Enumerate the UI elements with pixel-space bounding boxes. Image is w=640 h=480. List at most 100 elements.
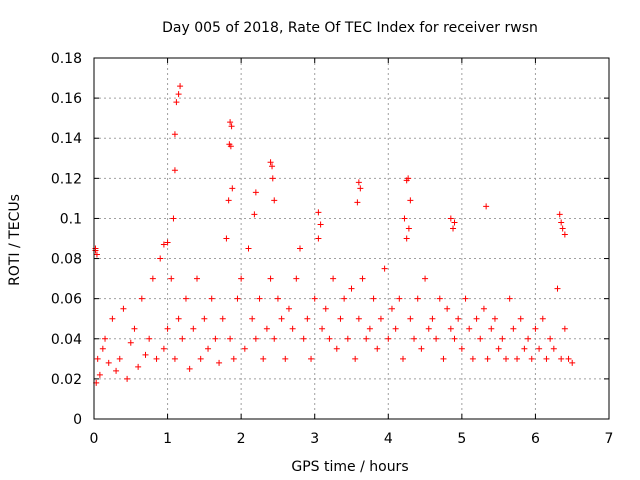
axis-ticks: 0 1 2 3 4 5 6 7 0 0.02 0.04 0.06 0.08 0.1 0.12 0.14 0.16… [51, 51, 614, 447]
data-point [344, 335, 351, 342]
data-point [315, 209, 322, 216]
data-point [234, 295, 241, 302]
y-tick-label: 0.12 [51, 171, 82, 187]
data-point [171, 355, 178, 362]
plot-frame [93, 57, 610, 420]
data-point [142, 351, 149, 358]
data-point [407, 315, 414, 322]
data-point [388, 305, 395, 312]
data-point [94, 355, 101, 362]
data-point [269, 175, 276, 182]
data-point [124, 375, 131, 382]
data-point [315, 235, 322, 242]
data-point [223, 235, 230, 242]
data-point [458, 345, 465, 352]
data-point [311, 295, 318, 302]
data-point [271, 335, 278, 342]
data-point [377, 315, 384, 322]
data-point [201, 315, 208, 322]
data-point [274, 295, 281, 302]
data-point [177, 83, 184, 90]
data-point [138, 295, 145, 302]
data-point [525, 335, 532, 342]
data-point [289, 325, 296, 332]
data-point [400, 355, 406, 362]
data-point [532, 325, 539, 332]
data-point [366, 325, 373, 332]
data-point [447, 325, 454, 332]
data-point [381, 265, 388, 272]
y-tick-label: 0.06 [51, 292, 82, 308]
data-point [260, 355, 267, 362]
x-tick-label: 0 [90, 431, 99, 447]
data-point [92, 247, 99, 254]
data-point [131, 325, 138, 332]
data-point [168, 275, 175, 282]
data-point [550, 345, 557, 352]
data-point [447, 215, 454, 222]
y-tick-label: 0.1 [60, 211, 82, 227]
data-point [317, 221, 324, 228]
data-point [354, 199, 361, 206]
data-point [251, 211, 258, 218]
data-point [558, 219, 565, 226]
data-point [93, 251, 100, 258]
data-point [173, 99, 180, 106]
data-point [208, 295, 215, 302]
data-point [322, 305, 329, 312]
data-point [429, 315, 436, 322]
x-tick-label: 2 [237, 431, 246, 447]
data-point [561, 325, 568, 332]
data-point [499, 335, 506, 342]
data-point [263, 325, 270, 332]
data-point [113, 367, 120, 374]
data-point [319, 325, 326, 332]
data-point [473, 315, 480, 322]
data-point [225, 197, 232, 204]
data-point [146, 335, 153, 342]
y-tick-label: 0.02 [51, 372, 82, 388]
data-point [179, 335, 186, 342]
data-point [425, 325, 432, 332]
data-point [556, 211, 563, 218]
x-axis-label: GPS time / hours [291, 459, 408, 475]
data-point [293, 275, 300, 282]
x-tick-label: 6 [531, 431, 540, 447]
data-point [357, 185, 364, 192]
data-point [355, 315, 362, 322]
data-point [282, 355, 289, 362]
x-tick-label: 3 [310, 431, 319, 447]
data-point [229, 185, 236, 192]
data-point [363, 335, 370, 342]
y-tick-label: 0.18 [51, 51, 82, 67]
data-point [483, 203, 490, 210]
data-point [109, 315, 116, 322]
data-point [359, 275, 366, 282]
data-point [228, 123, 235, 130]
data-point [414, 295, 421, 302]
data-point [252, 335, 259, 342]
data-point [160, 345, 167, 352]
data-point [230, 355, 237, 362]
data-point [171, 167, 178, 174]
data-point [348, 285, 355, 292]
data-point [160, 241, 167, 248]
data-marks [92, 83, 576, 386]
x-tick-label: 7 [605, 431, 614, 447]
data-point [330, 275, 337, 282]
data-point [241, 345, 248, 352]
data-point [506, 295, 513, 302]
data-point [521, 345, 528, 352]
data-point [405, 175, 412, 182]
data-point [411, 335, 418, 342]
data-point [450, 225, 457, 232]
data-point [149, 275, 156, 282]
data-point [422, 275, 429, 282]
data-point [503, 355, 509, 362]
data-point [205, 345, 212, 352]
y-tick-label: 0.04 [51, 332, 82, 348]
data-point [175, 315, 182, 322]
data-point [267, 159, 274, 166]
data-point [308, 355, 315, 362]
